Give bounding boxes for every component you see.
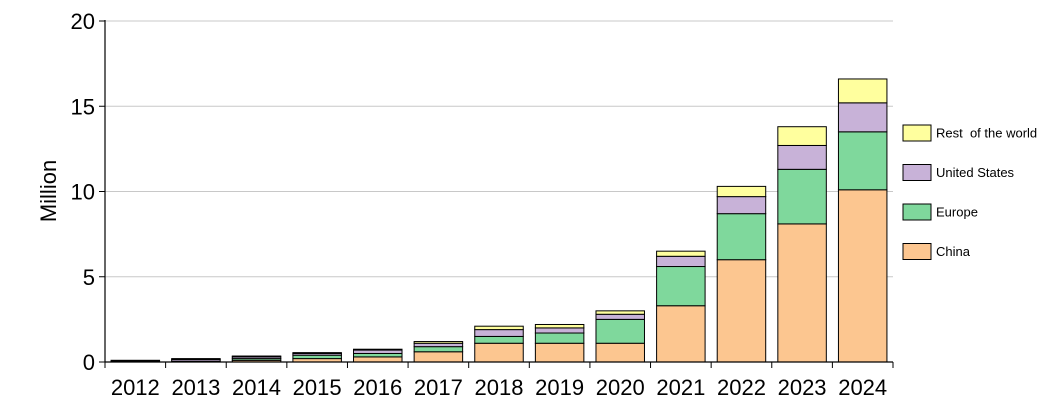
bar-segment bbox=[595, 342, 645, 363]
bar-segment bbox=[656, 250, 706, 257]
bar-segment bbox=[413, 342, 464, 348]
bar-segment bbox=[534, 327, 585, 334]
legend-swatch bbox=[902, 124, 932, 142]
bar-segment bbox=[413, 341, 464, 344]
bar-segment bbox=[777, 168, 827, 225]
axes: 0 5 10 15 20 2012 2013 2014 2015 2016 2017 2018 2019… bbox=[71, 9, 894, 400]
bar-segment bbox=[777, 223, 827, 363]
x-tick-label: 2017 bbox=[414, 375, 463, 400]
x-tick-label: 2016 bbox=[353, 375, 402, 400]
bar-segment bbox=[837, 131, 888, 191]
bar-segment bbox=[534, 332, 585, 344]
y-tick-label: 20 bbox=[71, 9, 95, 34]
legend-swatch bbox=[902, 243, 932, 260]
bar-segment bbox=[656, 255, 706, 268]
x-tick-label: 2024 bbox=[838, 375, 887, 400]
bar-segment bbox=[716, 259, 767, 363]
bar-segment bbox=[474, 335, 524, 344]
legend-swatch bbox=[902, 203, 932, 221]
bar-segment bbox=[110, 359, 161, 362]
y-tick-label: 0 bbox=[83, 350, 95, 375]
bar-segment bbox=[837, 78, 888, 104]
x-tick-label: 2022 bbox=[717, 375, 766, 400]
y-tick-label: 5 bbox=[83, 265, 95, 290]
bars bbox=[110, 78, 888, 363]
bar-segment bbox=[474, 325, 524, 331]
y-tick-label: 10 bbox=[71, 180, 95, 205]
legend: Rest of the world United States Europe Chin… bbox=[902, 124, 1037, 260]
bar-segment bbox=[353, 352, 403, 358]
bar-segment bbox=[656, 266, 706, 307]
bar-segment bbox=[777, 126, 827, 146]
x-tick-label: 2015 bbox=[293, 375, 342, 400]
legend-swatch bbox=[902, 164, 932, 181]
bar-segment bbox=[474, 329, 524, 337]
bar-segment bbox=[534, 342, 585, 363]
bar-segment bbox=[292, 352, 342, 354]
bar-segment bbox=[656, 305, 706, 363]
legend-label: Europe bbox=[936, 205, 978, 220]
bar-segment bbox=[413, 346, 464, 353]
bar-segment bbox=[595, 318, 645, 344]
bar-segment bbox=[595, 310, 645, 315]
bar-segment bbox=[837, 189, 888, 363]
legend-label: China bbox=[936, 244, 971, 259]
bar-segment bbox=[837, 102, 888, 133]
bar-segment bbox=[292, 354, 342, 360]
bar-segment bbox=[353, 356, 403, 363]
x-tick-label: 2020 bbox=[596, 375, 645, 400]
y-axis-title: Million bbox=[36, 160, 61, 222]
y-tick-label: 15 bbox=[71, 94, 95, 119]
legend-label: Rest of the world bbox=[936, 126, 1037, 141]
x-tick-label: 2023 bbox=[778, 375, 827, 400]
bar-segment bbox=[474, 342, 524, 363]
x-tick-label: 2012 bbox=[111, 375, 160, 400]
bar-segment bbox=[716, 196, 767, 215]
bar-segment bbox=[595, 313, 645, 320]
bar-segment bbox=[171, 358, 221, 360]
x-tick-label: 2021 bbox=[656, 375, 705, 400]
bar-segment bbox=[353, 348, 403, 351]
gridlines bbox=[105, 20, 893, 278]
x-tick-label: 2014 bbox=[232, 375, 281, 400]
bar-segment bbox=[716, 185, 767, 198]
bar-segment bbox=[777, 144, 827, 170]
bar-segment bbox=[534, 323, 585, 329]
bar-segment bbox=[231, 355, 282, 358]
bar-segment bbox=[413, 351, 464, 363]
bar-segment bbox=[353, 349, 403, 354]
bar-segment bbox=[716, 213, 767, 261]
x-tick-label: 2013 bbox=[171, 375, 220, 400]
legend-label: United States bbox=[936, 165, 1015, 180]
x-tick-label: 2018 bbox=[475, 375, 524, 400]
x-tick-label: 2019 bbox=[535, 375, 584, 400]
